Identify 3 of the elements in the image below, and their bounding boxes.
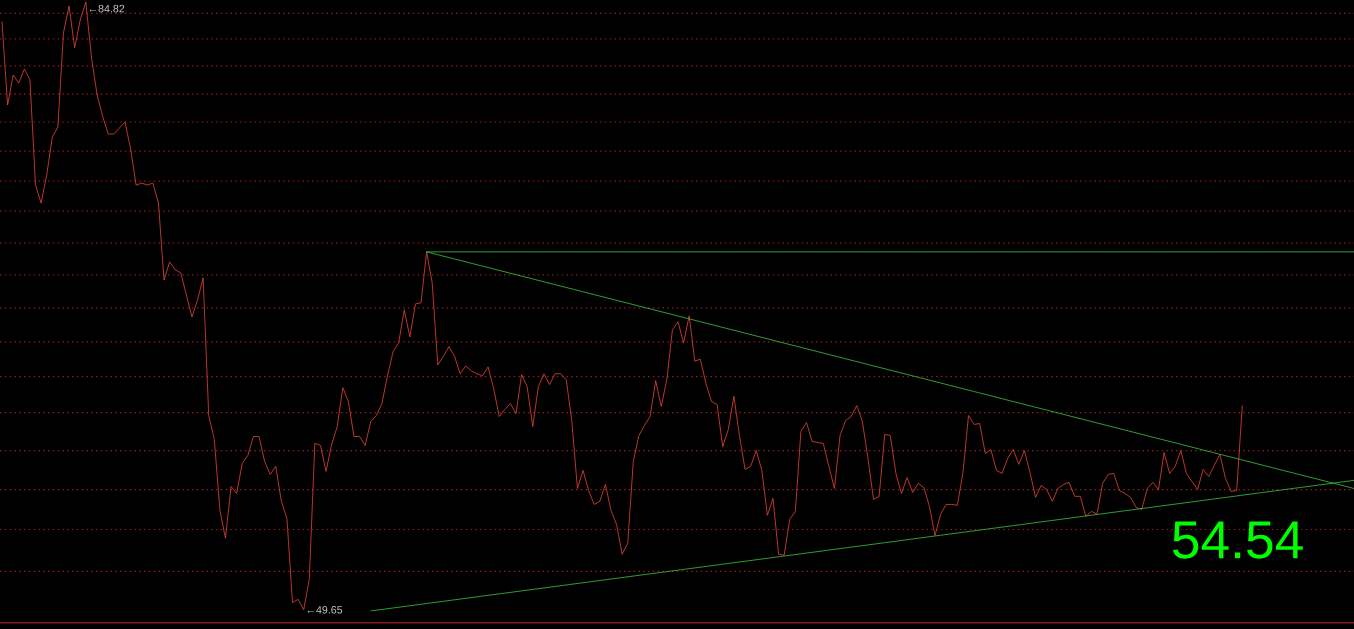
data-label: ←49.65 [307, 606, 343, 614]
data-label: ←84.82 [89, 4, 125, 13]
annotation: 54.54 [1172, 521, 1303, 559]
